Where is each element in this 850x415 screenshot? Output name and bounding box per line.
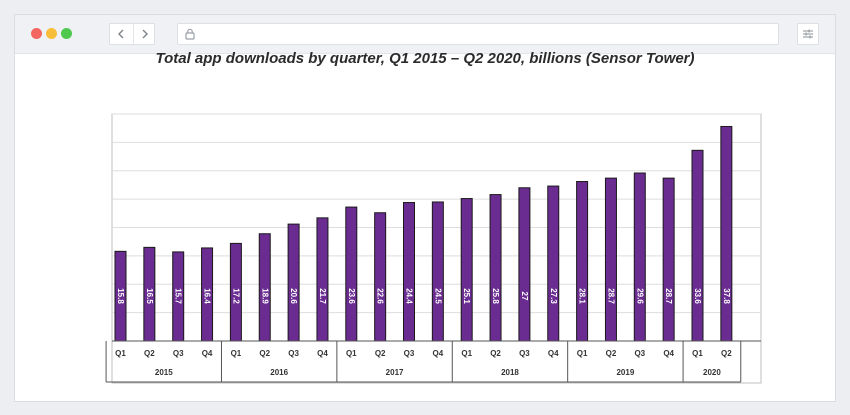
quarter-tick-label: Q4: [317, 349, 328, 358]
quarter-tick-label: Q3: [519, 349, 530, 358]
bar: [547, 185, 560, 342]
quarter-tick-label: Q3: [634, 349, 645, 358]
bar: [489, 194, 502, 342]
bar-value-label: 33.6: [693, 288, 702, 304]
bar-value-label: 28.7: [664, 288, 673, 304]
year-tick-label: 2018: [501, 368, 519, 377]
bar-value-label: 16.4: [203, 288, 212, 304]
minimize-window-button[interactable]: [46, 28, 57, 39]
year-tick-label: 2016: [270, 368, 288, 377]
chart-title: Total app downloads by quarter, Q1 2015 …: [155, 50, 695, 67]
quarter-tick-label: Q2: [606, 349, 617, 358]
bar: [316, 217, 329, 342]
menu-button[interactable]: [797, 23, 819, 45]
bar-value-label: 22.6: [376, 288, 385, 304]
forward-button[interactable]: [133, 24, 156, 44]
quarter-tick-label: Q2: [721, 349, 732, 358]
bar-value-label: 29.6: [635, 288, 644, 304]
quarter-tick-label: Q2: [144, 349, 155, 358]
quarter-tick-label: Q2: [490, 349, 501, 358]
maximize-window-button[interactable]: [61, 28, 72, 39]
bar-value-label: 15.8: [116, 288, 125, 304]
bar-value-label: 23.6: [347, 288, 356, 304]
quarter-tick-label: Q2: [375, 349, 386, 358]
bar: [604, 177, 617, 342]
bar-value-label: 18.9: [260, 288, 269, 304]
bar-value-label: 17.2: [231, 288, 240, 304]
quarter-tick-label: Q4: [202, 349, 213, 358]
bar-value-label: 28.7: [606, 288, 615, 304]
bar-value-label: 27: [520, 292, 529, 301]
bar-value-label: 25.1: [462, 288, 471, 304]
bar-value-label: 21.7: [318, 288, 327, 304]
bar-value-label: 15.7: [174, 288, 183, 304]
year-tick-label: 2017: [386, 368, 404, 377]
bar-value-label: 27.3: [549, 288, 558, 304]
address-bar[interactable]: [177, 23, 779, 45]
browser-toolbar: [15, 15, 835, 54]
sliders-icon: [803, 29, 813, 39]
quarter-tick-label: Q1: [692, 349, 703, 358]
quarter-tick-label: Q3: [288, 349, 299, 358]
quarter-tick-label: Q4: [663, 349, 674, 358]
bar-value-label: 28.1: [578, 288, 587, 304]
bar: [287, 223, 300, 342]
bar: [431, 201, 444, 342]
quarter-tick-label: Q1: [577, 349, 588, 358]
lock-icon: [185, 28, 195, 40]
quarter-tick-label: Q3: [404, 349, 415, 358]
bar-value-label: 37.8: [722, 288, 731, 304]
quarter-tick-label: Q2: [259, 349, 270, 358]
bar: [403, 202, 415, 342]
quarter-tick-label: Q1: [346, 349, 357, 358]
quarter-tick-label: Q4: [433, 349, 444, 358]
year-tick-label: 2019: [616, 368, 634, 377]
quarter-tick-label: Q1: [461, 349, 472, 358]
quarter-tick-label: Q4: [548, 349, 559, 358]
nav-buttons: [109, 23, 155, 45]
bar: [576, 181, 589, 342]
bar: [662, 177, 675, 342]
bar: [460, 198, 473, 342]
back-button[interactable]: [110, 24, 132, 44]
year-tick-label: 2020: [703, 368, 721, 377]
close-window-button[interactable]: [31, 28, 42, 39]
quarter-tick-label: Q3: [173, 349, 184, 358]
bar: [374, 212, 387, 342]
bar-value-label: 20.6: [289, 288, 298, 304]
quarter-tick-label: Q1: [231, 349, 242, 358]
year-tick-label: 2015: [155, 368, 173, 377]
chevron-left-icon: [118, 29, 124, 39]
bar-value-label: 24.4: [405, 288, 414, 304]
quarter-tick-label: Q1: [115, 349, 126, 358]
bar: [345, 206, 358, 342]
bar-value-label: 25.8: [491, 288, 500, 304]
bar: [691, 149, 704, 342]
bar: [720, 125, 733, 342]
bar: [633, 172, 646, 342]
chevron-right-icon: [142, 29, 148, 39]
bar-value-label: 24.5: [433, 288, 442, 304]
bar: [518, 187, 531, 342]
bar-value-label: 16.5: [145, 288, 154, 304]
